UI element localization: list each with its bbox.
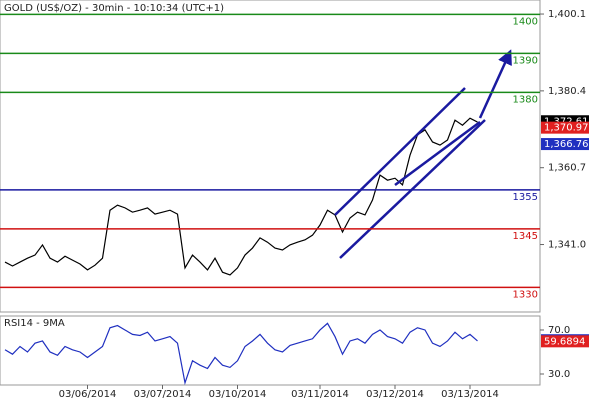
y-tick-label: 30.0	[548, 369, 570, 380]
upper-trendline	[334, 87, 466, 216]
level-label: 1380	[513, 94, 538, 105]
x-tick-label: 03/13/2014	[441, 389, 499, 400]
x-tick-label: 03/12/2014	[366, 389, 424, 400]
x-tick-label: 03/06/2014	[59, 389, 117, 400]
value-tag	[541, 121, 589, 134]
lower-trendline	[339, 119, 486, 259]
level-label: 1330	[513, 289, 538, 300]
price-panel	[0, 0, 541, 313]
y-tick-label: 1,400.1	[548, 9, 586, 20]
y-tick-label: 1,360.7	[548, 163, 586, 174]
value-tag-label: 1,366.76	[544, 139, 589, 150]
level-label: 1345	[513, 231, 538, 242]
level-label: 1390	[513, 55, 538, 66]
x-tick-label: 03/07/2014	[134, 389, 192, 400]
arrow	[478, 49, 512, 119]
y-tick-label: 1,380.4	[548, 86, 586, 97]
rsi-panel	[0, 315, 541, 386]
chart-title: GOLD (US$/OZ) - 30min - 10:10:34 (UTC+1)	[4, 3, 224, 14]
value-tag-label: 1,370.97	[544, 123, 589, 134]
y-tick-label: 70.0	[548, 325, 570, 336]
trend-lines	[334, 49, 512, 259]
inner-trendline	[394, 120, 481, 187]
x-tick-label: 03/11/2014	[291, 389, 349, 400]
value-tag-label: 59.6894	[544, 336, 585, 347]
x-tick-label: 03/10/2014	[209, 389, 267, 400]
series-line	[4, 322, 478, 386]
level-label: 1355	[513, 192, 538, 203]
level-label: 1400	[513, 16, 538, 27]
value-tag	[541, 335, 589, 348]
rsi-title: RSI14 - 9MA	[4, 318, 65, 329]
value-tag	[541, 138, 589, 151]
y-tick-label: 1,341.0	[548, 240, 586, 251]
